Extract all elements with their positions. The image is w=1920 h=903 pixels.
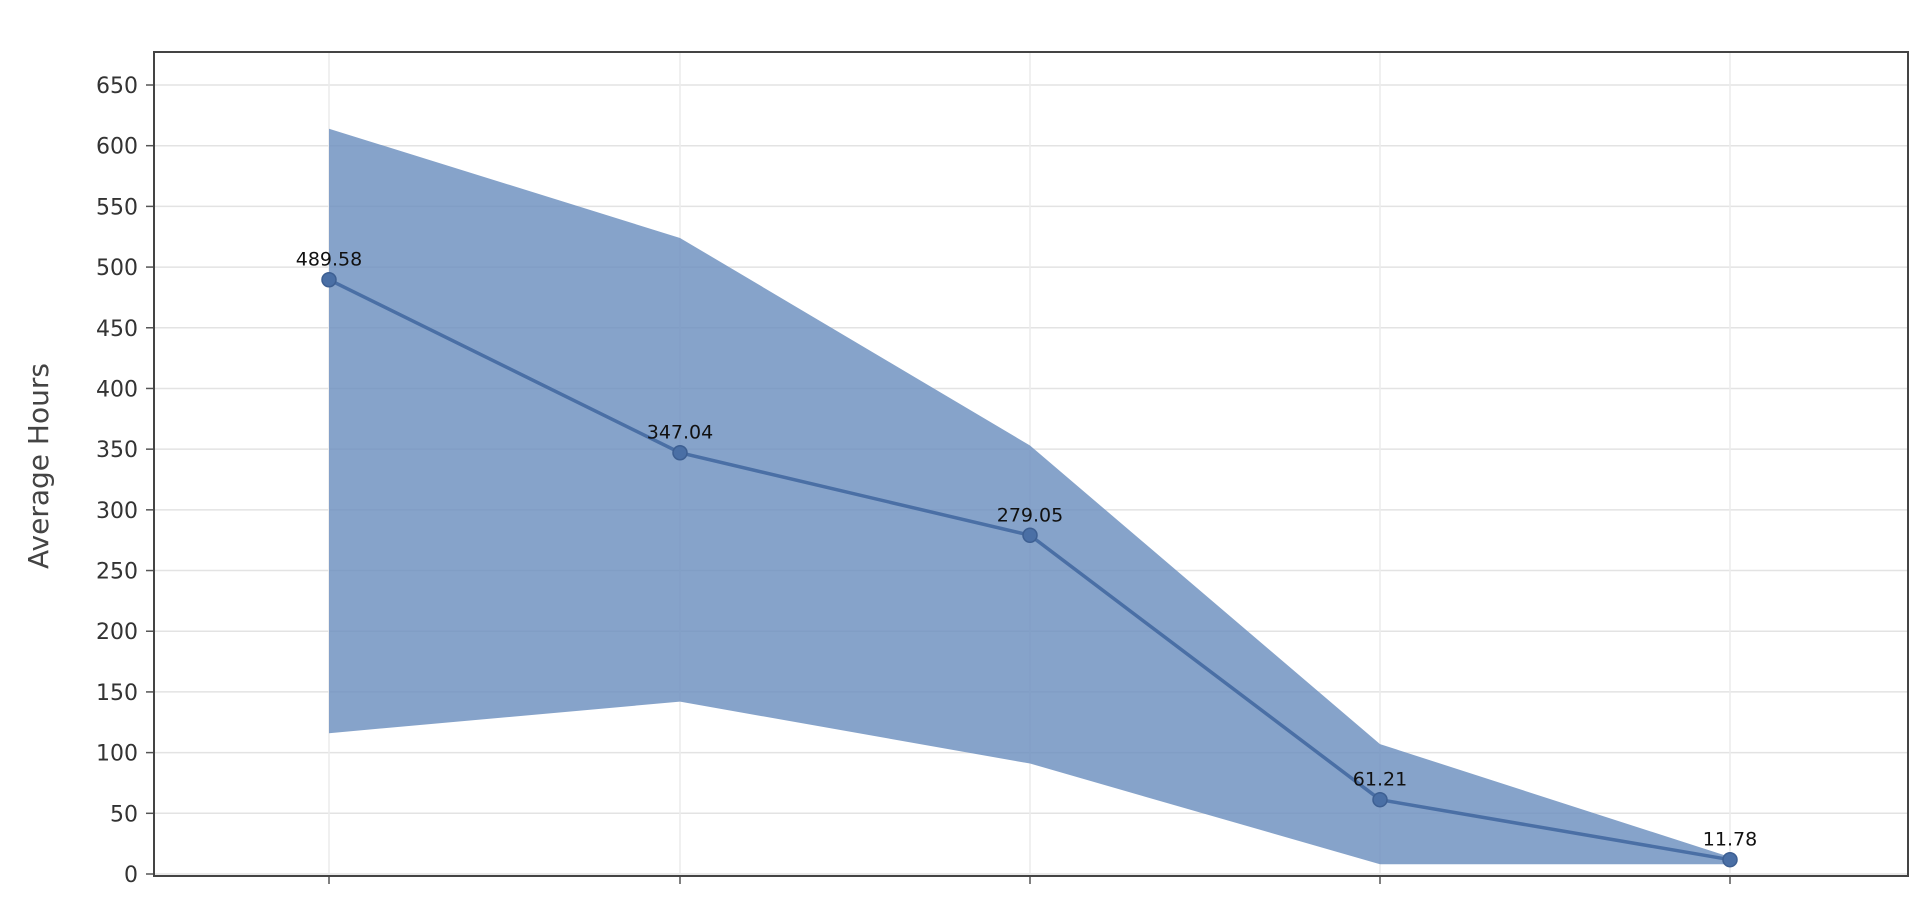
data-label: 11.78 bbox=[1703, 829, 1757, 851]
y-tick-label: 650 bbox=[96, 74, 138, 99]
y-tick-label: 200 bbox=[96, 620, 138, 645]
confidence-band bbox=[329, 128, 1730, 865]
confidence-band-layer bbox=[329, 128, 1730, 865]
y-tick-label: 350 bbox=[96, 438, 138, 463]
y-tick-label: 500 bbox=[96, 256, 138, 281]
axes: 0 50 100 150 200 250 300 350 400 450 500 550 600 650 bbox=[96, 51, 1909, 888]
data-points-layer bbox=[321, 271, 1738, 868]
y-tick-label: 450 bbox=[96, 317, 138, 342]
data-point bbox=[1372, 791, 1388, 808]
y-tick-label: 100 bbox=[96, 742, 138, 767]
y-tick-label: 0 bbox=[124, 863, 138, 888]
data-label: 61.21 bbox=[1353, 769, 1407, 791]
y-tick-label: 150 bbox=[96, 681, 138, 706]
y-tick-label: 50 bbox=[110, 802, 138, 827]
data-point bbox=[1722, 851, 1738, 868]
y-tick-label: 600 bbox=[96, 135, 138, 160]
data-point bbox=[1022, 527, 1038, 544]
data-point bbox=[321, 271, 337, 288]
y-tick-label: 400 bbox=[96, 377, 138, 402]
data-label: 347.04 bbox=[647, 422, 713, 444]
data-label: 489.58 bbox=[296, 249, 362, 271]
data-labels-layer: 489.58 347.04 279.05 61.21 11.78 bbox=[296, 249, 1757, 851]
y-tick-label: 300 bbox=[96, 499, 138, 524]
y-tick-label: 250 bbox=[96, 560, 138, 585]
plot-frame bbox=[153, 51, 1909, 877]
data-point bbox=[672, 444, 688, 461]
data-label: 279.05 bbox=[997, 504, 1063, 526]
y-axis-title: Average Hours bbox=[22, 363, 55, 569]
y-tick-label: 550 bbox=[96, 195, 138, 220]
